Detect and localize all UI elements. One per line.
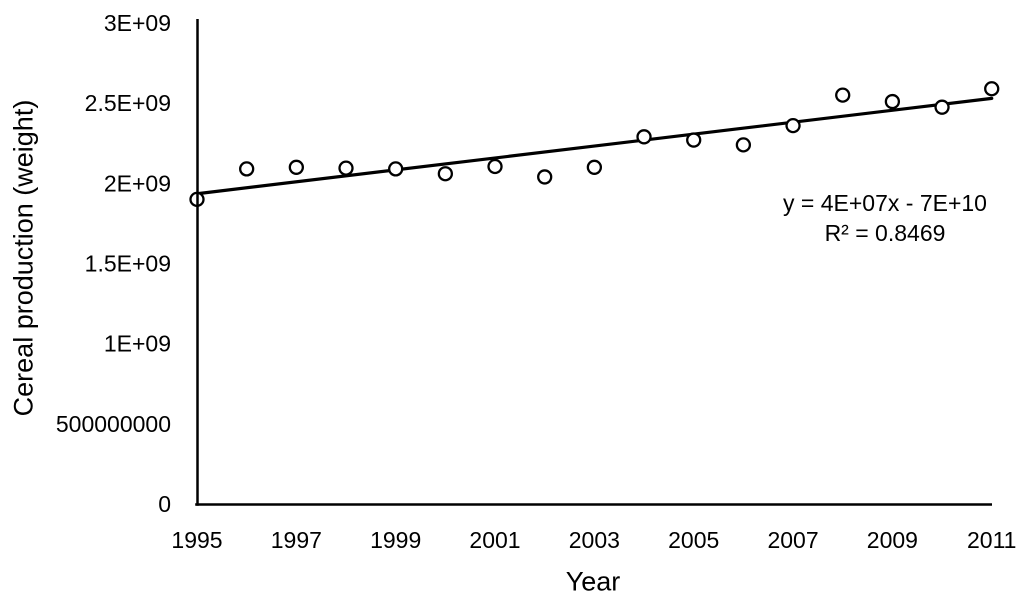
data-point	[388, 161, 404, 177]
y-axis-title: Cereal production (weight)	[8, 99, 39, 417]
y-tick-label: 2E+09	[104, 170, 171, 196]
x-tick-label: 2009	[867, 527, 918, 553]
y-tick-label: 3E+09	[104, 10, 171, 36]
trend-line	[195, 96, 994, 196]
data-point	[338, 160, 354, 176]
x-tick-label: 1997	[271, 527, 322, 553]
data-point	[785, 117, 801, 134]
y-tick-label: 2.5E+09	[85, 90, 171, 116]
x-tick-label: 1995	[171, 527, 222, 553]
data-point	[437, 166, 454, 182]
trendline-annotation: y = 4E+07x - 7E+10 R² = 0.8469	[783, 188, 987, 248]
x-axis-title: Year	[565, 566, 621, 597]
y-tick-label: 1E+09	[104, 331, 171, 357]
x-tick-label: 2001	[469, 527, 520, 553]
data-point	[686, 132, 702, 148]
y-tick-label: 500000000	[56, 411, 171, 437]
data-point	[984, 81, 1000, 97]
data-point	[884, 93, 901, 110]
data-point	[537, 169, 553, 185]
data-point	[487, 158, 503, 175]
data-point	[239, 161, 255, 177]
data-point	[934, 99, 950, 115]
trendline-equation: y = 4E+07x - 7E+10	[783, 190, 987, 216]
data-point	[835, 87, 851, 103]
y-tick-label: 1.5E+09	[85, 251, 171, 277]
y-tick-label: 0	[158, 491, 171, 517]
data-point	[288, 159, 304, 175]
x-tick-label: 2003	[569, 527, 620, 553]
x-tick-label: 2007	[767, 527, 818, 553]
x-tick-label: 2011	[967, 527, 1016, 553]
r-squared-value: R² = 0.8469	[824, 220, 946, 246]
x-tick-label: 2005	[668, 527, 719, 553]
data-point	[586, 159, 603, 175]
data-point	[735, 137, 752, 153]
x-tick-label: 1999	[370, 527, 421, 553]
data-point	[636, 129, 652, 145]
